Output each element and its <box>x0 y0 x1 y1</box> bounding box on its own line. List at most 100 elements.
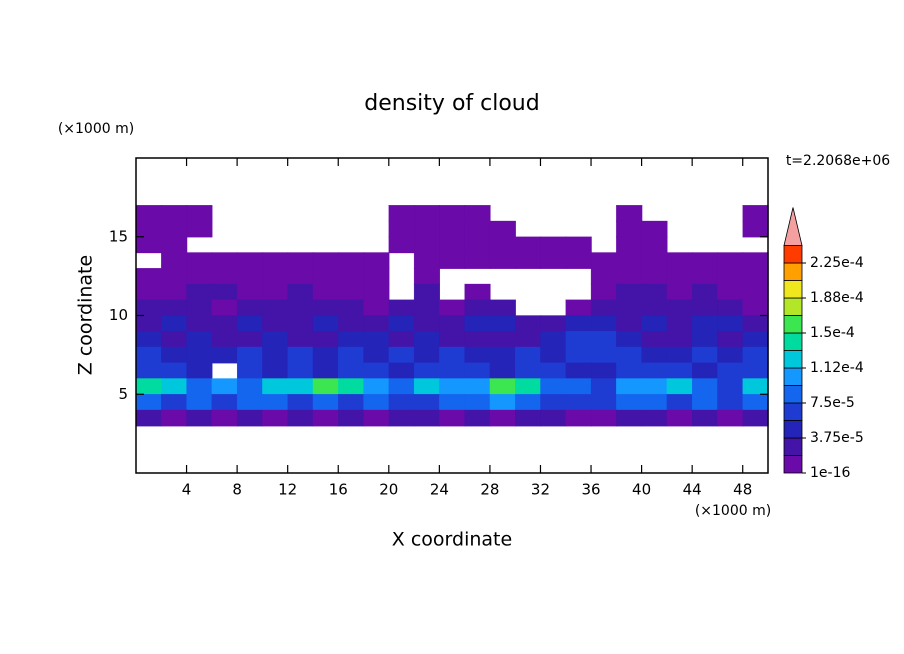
contour-cell <box>312 315 339 332</box>
contour-cell <box>616 315 643 332</box>
contour-cell <box>338 346 365 364</box>
colorbar-band <box>783 385 803 404</box>
contour-cell <box>439 205 466 222</box>
contour-cell <box>742 331 769 348</box>
contour-cell <box>616 268 643 285</box>
contour-cell <box>742 362 769 380</box>
contour-cell <box>363 394 390 411</box>
contour-cell <box>338 378 365 395</box>
colorbar-tick-label: 3.75e-5 <box>810 430 864 446</box>
contour-cell <box>515 409 542 427</box>
x-tick-label: 40 <box>632 481 651 499</box>
contour-cell <box>565 362 592 380</box>
contour-cell <box>262 252 289 269</box>
contour-cell <box>742 205 769 222</box>
contour-cell <box>489 409 516 427</box>
contour-cell <box>388 299 415 317</box>
contour-cell <box>363 378 390 395</box>
contour-cell <box>161 378 188 395</box>
contour-cell <box>186 394 213 411</box>
contour-cell <box>515 331 542 348</box>
contour-cell <box>338 268 365 285</box>
contour-cell <box>161 362 188 380</box>
contour-cell <box>186 378 213 395</box>
contour-cell <box>666 331 693 348</box>
contour-cell <box>186 409 213 427</box>
contour-cell <box>489 331 516 348</box>
contour-cell <box>262 268 289 285</box>
contour-cell <box>616 252 643 269</box>
contour-cell <box>161 283 188 301</box>
contour-cell <box>565 409 592 427</box>
contour-cell <box>489 236 516 254</box>
contour-cell <box>161 346 188 364</box>
contour-cell <box>515 394 542 411</box>
contour-cell <box>262 331 289 348</box>
contour-cell <box>413 283 441 301</box>
contour-cell <box>692 283 719 301</box>
contour-cell <box>439 236 466 254</box>
contour-cell <box>287 299 314 317</box>
colorbar-band <box>783 437 803 456</box>
contour-cell <box>312 362 339 380</box>
contour-cell <box>565 315 592 332</box>
y-tick-label: 5 <box>118 385 128 403</box>
contour-cell <box>641 409 668 427</box>
contour-cell <box>363 331 390 348</box>
contour-cell <box>161 331 188 348</box>
contour-cell <box>489 346 516 364</box>
contour-cell <box>515 236 542 254</box>
contour-cell <box>590 346 617 364</box>
contour-cell <box>489 315 516 332</box>
contour-cell <box>565 378 592 395</box>
contour-cell <box>338 362 365 380</box>
contour-cell <box>161 268 188 285</box>
colorbar-band <box>783 455 803 474</box>
contour-cell <box>616 362 643 380</box>
contour-cell <box>413 299 441 317</box>
contour-cell <box>464 394 491 411</box>
contour-cell <box>666 299 693 317</box>
contour-cell <box>464 362 491 380</box>
contour-cell <box>135 378 162 395</box>
contour-cell <box>413 331 441 348</box>
contour-cell <box>186 315 213 332</box>
contour-cell <box>135 236 162 254</box>
contour-cell <box>388 346 415 364</box>
contour-cell <box>287 268 314 285</box>
contour-cell <box>692 268 719 285</box>
contour-cell <box>464 205 491 222</box>
contour-cell <box>717 252 744 269</box>
contour-cell <box>641 220 668 238</box>
contour-cell <box>262 394 289 411</box>
contour-cell <box>363 315 390 332</box>
contour-cell <box>590 378 617 395</box>
colorbar-band <box>783 350 803 369</box>
contour-cell <box>388 331 415 348</box>
contour-cell <box>439 394 466 411</box>
contour-cell <box>161 220 188 238</box>
contour-cell <box>388 315 415 332</box>
contour-cell <box>262 315 289 332</box>
contour-cell <box>338 315 365 332</box>
contour-cell <box>363 283 390 301</box>
contour-cell <box>312 299 339 317</box>
contour-cell <box>616 394 643 411</box>
contour-cell <box>186 331 213 348</box>
contour-cell <box>590 394 617 411</box>
contour-cell <box>717 299 744 317</box>
contour-cell <box>464 315 491 332</box>
contour-cell <box>186 283 213 301</box>
contour-cell <box>135 205 162 222</box>
contour-cell <box>590 268 617 285</box>
contour-cell <box>641 252 668 269</box>
contour-cell <box>312 394 339 411</box>
contour-cell <box>464 409 491 427</box>
contour-cell <box>717 315 744 332</box>
contour-cell <box>641 378 668 395</box>
contour-cell <box>413 346 441 364</box>
contour-cell <box>363 252 390 269</box>
time-label: t=2.2068e+06 <box>786 153 890 169</box>
x-tick-label: 4 <box>182 481 192 499</box>
